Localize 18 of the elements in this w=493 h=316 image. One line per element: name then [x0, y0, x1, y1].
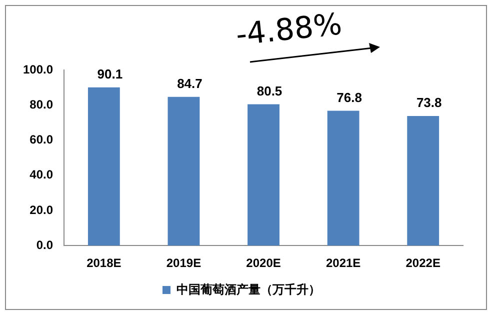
x-tick-label: 2021E	[326, 256, 361, 270]
y-tick-label: 40.0	[30, 168, 54, 182]
x-tick-label: 2020E	[246, 256, 281, 270]
data-label: 80.5	[256, 83, 282, 98]
y-tick-label: 100.0	[23, 62, 54, 76]
y-tick-label: 80.0	[30, 97, 54, 112]
data-label: 84.7	[177, 76, 202, 91]
y-tick-label: 0.0	[36, 238, 54, 252]
data-label: 90.1	[97, 66, 123, 82]
x-tick-label: 2022E	[406, 256, 440, 270]
y-tick-label: 20.0	[30, 202, 54, 217]
legend-label: 中国葡萄酒产量（万千升）	[176, 282, 320, 296]
x-tick-label: 2019E	[166, 256, 202, 270]
text: -4.88%	[234, 7, 344, 53]
data-label: 76.8	[336, 90, 362, 105]
y-tick-label: 60.0	[30, 132, 54, 147]
data-label: 73.8	[416, 95, 442, 110]
x-tick-label: 2018E	[86, 256, 122, 270]
